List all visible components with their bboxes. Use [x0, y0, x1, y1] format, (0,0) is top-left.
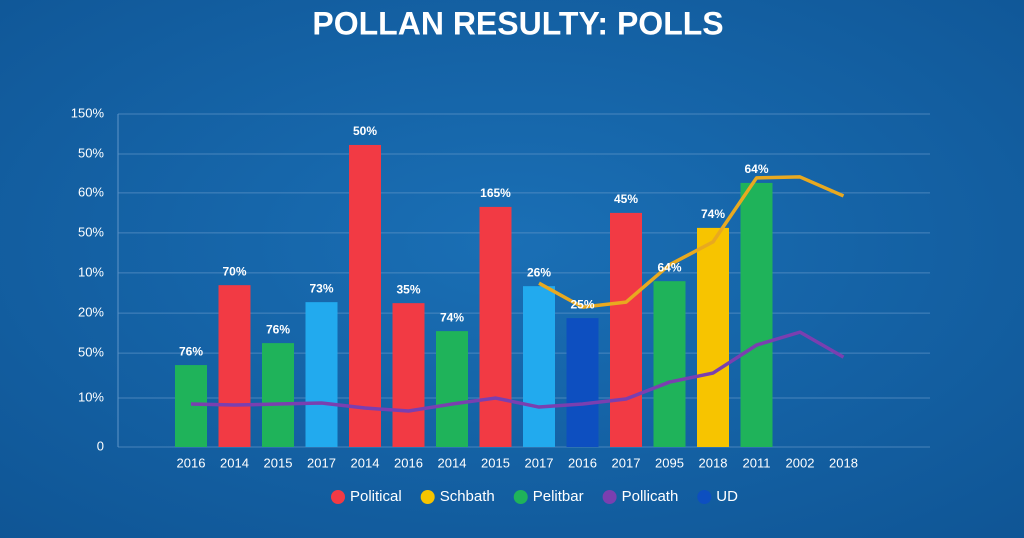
legend-label: Political	[350, 488, 402, 505]
bar-label: 50%	[353, 124, 377, 138]
bar	[740, 182, 773, 447]
legend-swatch	[331, 490, 345, 504]
x-tick-label: 2017	[307, 455, 336, 470]
y-tick-label: 10%	[78, 389, 104, 404]
legend-swatch	[602, 490, 617, 504]
bar	[697, 227, 729, 447]
x-tick-label: 2011	[743, 455, 771, 470]
line-series	[538, 175, 845, 309]
line-series	[190, 330, 845, 413]
x-tick-label: 2015	[264, 455, 293, 470]
bar-label: 64%	[744, 162, 768, 176]
bar	[479, 206, 512, 447]
y-tick-label: 10%	[78, 264, 104, 279]
x-tick-label: 2017	[525, 455, 554, 470]
x-tick-label: 2015	[481, 455, 510, 470]
bar-label: 70%	[222, 264, 246, 278]
bar	[305, 302, 338, 447]
x-tick-label: 2014	[351, 455, 380, 470]
y-tick-label: 60%	[78, 184, 104, 199]
bar-label: 35%	[396, 282, 420, 296]
bar-label: 76%	[266, 322, 290, 336]
y-tick-label: 20%	[78, 305, 104, 320]
x-tick-label: 2016	[177, 455, 206, 470]
x-tick-label: 2016	[568, 455, 597, 470]
bar-label: 26%	[527, 265, 551, 279]
x-tick-label: 2002	[786, 455, 815, 470]
legend-swatch	[420, 490, 435, 504]
bar	[349, 144, 381, 447]
bar	[653, 281, 686, 447]
legend-label: Pelitbar	[533, 488, 584, 505]
y-tick-label: 0	[97, 438, 104, 453]
x-tick-label: 2014	[220, 455, 249, 470]
bar-label: 45%	[614, 192, 638, 206]
bar	[218, 285, 251, 447]
legend-label: UD	[716, 488, 738, 505]
y-tick-label: 50%	[78, 345, 104, 360]
legend-label: Pollicath	[622, 488, 679, 505]
legend-label: Schbath	[440, 488, 495, 505]
bar	[610, 212, 642, 447]
bar	[392, 303, 425, 447]
x-tick-label: 2018	[699, 455, 728, 470]
x-tick-label: 2014	[438, 455, 467, 470]
bar-label: 165%	[480, 186, 511, 200]
bar-label: 73%	[309, 281, 333, 295]
x-tick-label: 2095	[655, 455, 684, 470]
bar	[262, 343, 294, 447]
y-tick-label: 50%	[78, 224, 104, 239]
bar	[175, 365, 207, 447]
x-tick-label: 2016	[394, 455, 423, 470]
legend-swatch	[697, 490, 712, 504]
bar-label: 76%	[179, 344, 203, 358]
x-tick-label: 2017	[612, 455, 641, 470]
legend-swatch	[513, 490, 528, 504]
chart-title: POLLAN RESULTY: POLLS	[312, 5, 723, 41]
bar-label: 74%	[440, 310, 464, 324]
bar-label: 74%	[701, 207, 725, 221]
bar-label: 25%	[570, 297, 594, 311]
y-tick-label: 50%	[78, 145, 104, 160]
x-tick-label: 2018	[829, 455, 858, 470]
bar	[523, 286, 555, 447]
bar	[436, 331, 468, 447]
bar-label: 64%	[657, 260, 681, 274]
bar	[566, 318, 599, 447]
y-tick-label: 150%	[71, 105, 105, 120]
